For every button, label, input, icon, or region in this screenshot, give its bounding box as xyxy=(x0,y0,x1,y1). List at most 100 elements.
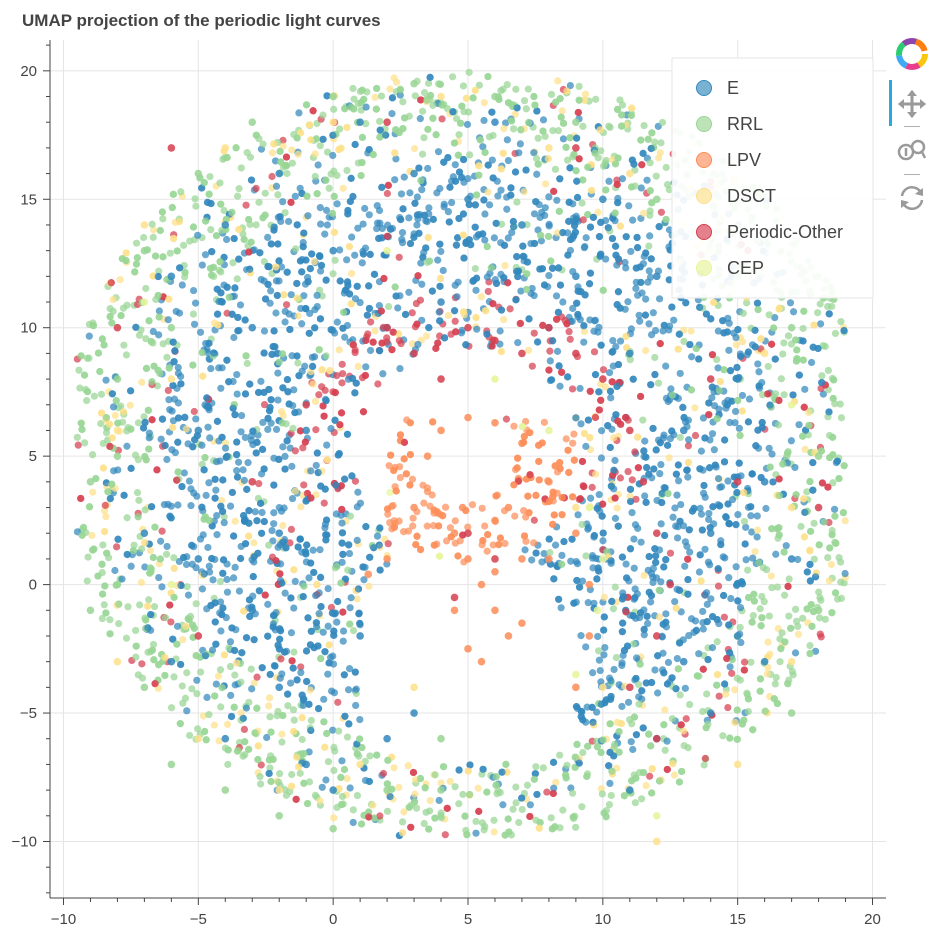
cloud-point-4172 xyxy=(417,96,425,104)
cloud-point-4806 xyxy=(436,317,444,325)
cloud-point-3764 xyxy=(97,409,106,417)
cloud-point-9 xyxy=(437,247,445,256)
cloud-point-4798 xyxy=(260,517,268,526)
cloud-point-4863 xyxy=(675,778,684,786)
cloud-point-3024 xyxy=(321,524,329,532)
cloud-point-4725 xyxy=(606,387,615,395)
cloud-point-994 xyxy=(336,125,344,133)
cloud-point-3650 xyxy=(568,789,577,797)
cloud-point-3961 xyxy=(533,107,541,115)
cloud-point-3941 xyxy=(347,300,355,308)
cloud-point-764 xyxy=(287,525,296,533)
cloud-point-3774 xyxy=(78,425,86,434)
cloud-point-3365 xyxy=(754,360,762,368)
cloud-point-4066 xyxy=(253,704,261,712)
cloud-point-4264 xyxy=(507,191,515,199)
cloud-point-3524 xyxy=(260,327,269,335)
cloud-point-3590 xyxy=(503,205,511,213)
cloud-point-3061 xyxy=(577,420,585,428)
cloud-point-3142 xyxy=(215,364,223,372)
cloud-point-424 xyxy=(524,85,532,93)
cloud-point-4795 xyxy=(102,414,110,422)
cloud-point-262 xyxy=(801,445,809,453)
cloud-point-817 xyxy=(404,762,412,770)
cloud-point-4135 xyxy=(658,489,666,498)
cloud-point-600 xyxy=(765,444,773,452)
cloud-point-4190 xyxy=(313,190,321,198)
cloud-point-4750 xyxy=(562,774,570,782)
cloud-point-3893 xyxy=(590,532,598,540)
cloud-point-4211 xyxy=(647,742,655,750)
cloud-point-695 xyxy=(551,165,560,173)
cloud-point-3952 xyxy=(789,391,797,399)
cloud-point-4343 xyxy=(642,679,650,687)
cloud-point-4645 xyxy=(201,453,209,462)
cloud-point-4861 xyxy=(361,371,369,380)
cloud-point-3882 xyxy=(589,213,597,221)
cloud-point-3634 xyxy=(281,786,289,794)
cloud-point-153 xyxy=(691,431,700,440)
cloud-point-233 xyxy=(502,119,510,127)
cloud-point-4769 xyxy=(283,437,291,445)
cloud-point-971 xyxy=(214,672,223,680)
cloud-point-3883 xyxy=(161,441,169,450)
cloud-point-320 xyxy=(632,284,640,293)
cloud-point-3659 xyxy=(338,360,346,368)
cloud-point-3861 xyxy=(151,523,159,531)
cloud-point-3113 xyxy=(353,595,361,603)
cloud-point-546 xyxy=(319,628,327,636)
cloud-point-3234 xyxy=(422,808,430,816)
cloud-point-778 xyxy=(736,603,745,612)
cloud-point-4129 xyxy=(288,657,296,665)
cloud-point-4764 xyxy=(464,767,472,775)
cloud-point-785 xyxy=(311,306,319,314)
cloud-point-4740 xyxy=(656,439,664,447)
cloud-point-4055 xyxy=(663,680,672,688)
cloud-point-3920 xyxy=(253,438,261,446)
cloud-point-4143 xyxy=(643,612,651,620)
cloud-point-3456 xyxy=(590,327,598,335)
cloud-point-3662 xyxy=(791,605,800,613)
cloud-point-3572 xyxy=(681,538,690,546)
cloud-point-2842 xyxy=(640,121,648,130)
cloud-point-1274 xyxy=(198,585,207,593)
cloud-point-981 xyxy=(420,819,428,828)
cloud-point-3589 xyxy=(743,299,751,307)
cloud-point-3586 xyxy=(376,812,384,820)
cloud-point-3909 xyxy=(339,608,347,616)
cloud-point-3088 xyxy=(223,575,231,584)
cloud-point-331 xyxy=(341,333,349,341)
cloud-point-813 xyxy=(310,258,318,266)
cloud-point-4583 xyxy=(264,280,272,289)
cloud-point-335 xyxy=(338,558,346,566)
cloud-point-94 xyxy=(719,732,727,740)
cloud-point-4095 xyxy=(439,763,448,771)
cloud-point-4579 xyxy=(77,419,85,427)
cloud-point-4549 xyxy=(633,244,642,252)
cloud-point-513 xyxy=(715,692,723,700)
cloud-point-239 xyxy=(164,386,172,395)
cloud-point-4351 xyxy=(722,513,730,521)
cloud-point-3747 xyxy=(279,711,287,720)
cloud-point-240 xyxy=(659,649,667,657)
cloud-point-3243 xyxy=(349,84,357,93)
cloud-point-3194 xyxy=(765,311,773,319)
cloud-point-4270 xyxy=(584,742,592,750)
cloud-point-4843 xyxy=(668,391,677,399)
cloud-point-944 xyxy=(205,562,213,570)
cloud-point-3492 xyxy=(779,350,787,358)
cloud-point-3753 xyxy=(726,649,734,657)
cloud-point-1296 xyxy=(259,140,267,148)
cloud-point-4882 xyxy=(733,579,742,588)
cloud-point-527 xyxy=(253,673,261,681)
cloud-point-4827 xyxy=(519,242,527,250)
cloud-point-3626 xyxy=(701,754,709,762)
cloud-point-373 xyxy=(512,85,520,93)
cloud-point-2838 xyxy=(89,488,97,496)
cloud-point-2911 xyxy=(73,433,81,441)
cloud-point-3264 xyxy=(716,483,724,491)
cloud-point-4119 xyxy=(570,150,578,159)
cloud-point-2936 xyxy=(753,512,761,520)
cloud-point-565 xyxy=(203,693,211,701)
cloud-point-748 xyxy=(207,226,215,234)
